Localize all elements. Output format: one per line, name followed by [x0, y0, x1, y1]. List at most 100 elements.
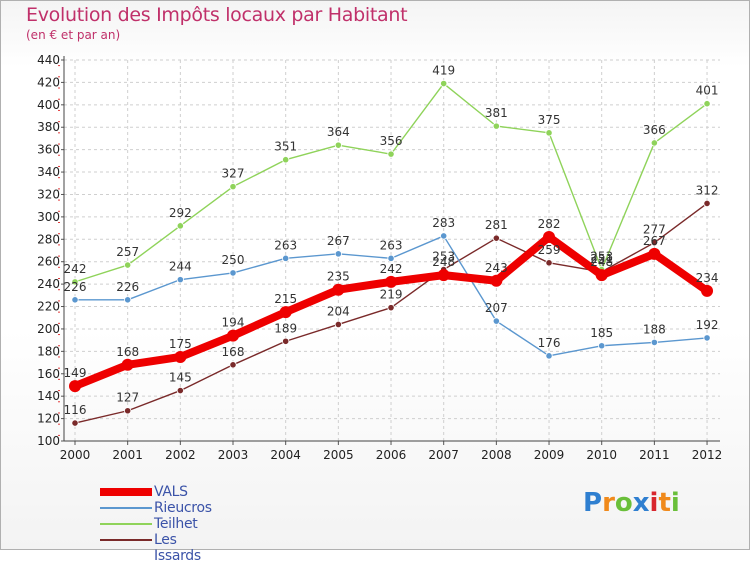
y-tick-label: 200	[37, 322, 60, 336]
data-label: 263	[274, 238, 297, 252]
x-tick-label: 2011	[639, 448, 670, 462]
y-tick-label: 220	[37, 300, 60, 314]
data-label: 219	[380, 288, 403, 302]
data-label: 364	[327, 125, 350, 139]
data-label: 327	[222, 167, 245, 181]
data-label: 366	[643, 123, 666, 137]
data-point	[598, 342, 606, 350]
legend-label-les-issards: Les Issards	[154, 532, 201, 564]
data-label: 312	[696, 183, 719, 197]
y-tick-labels: 100 120 140 160 180 200 220 240 260 280 300 320 340 3…	[37, 53, 60, 448]
data-point	[334, 250, 342, 258]
data-point	[387, 254, 395, 262]
data-point	[334, 141, 342, 149]
data-label: 242	[380, 262, 403, 276]
y-tick-label: 340	[37, 165, 60, 179]
data-point	[545, 129, 553, 137]
data-point	[176, 386, 184, 395]
data-label: 259	[538, 243, 561, 257]
data-label: 185	[590, 326, 613, 340]
data-label: 189	[274, 321, 297, 335]
data-label: 401	[696, 84, 719, 98]
data-label: 253	[590, 250, 613, 264]
data-label: 234	[696, 271, 719, 285]
gridlines	[64, 59, 720, 442]
y-tick-label: 240	[37, 277, 60, 291]
data-label: 283	[432, 216, 455, 230]
data-label: 145	[169, 371, 192, 385]
axes	[58, 56, 720, 445]
data-label: 263	[380, 238, 403, 252]
data-point	[490, 274, 503, 287]
data-point	[282, 254, 290, 262]
y-tick-label: 120	[37, 412, 60, 426]
data-label: 243	[485, 261, 508, 275]
data-label: 250	[222, 253, 245, 267]
data-label: 419	[432, 64, 455, 78]
data-label: 116	[64, 403, 87, 417]
y-tick-label: 100	[37, 434, 60, 448]
y-tick-label: 440	[37, 53, 60, 67]
data-point	[492, 122, 500, 130]
data-point	[71, 296, 79, 304]
legend-label-rieucros: Rieucros	[154, 500, 212, 516]
data-label: 253	[432, 250, 455, 264]
x-tick-label: 2000	[60, 448, 91, 462]
data-point	[545, 259, 553, 267]
y-tick-label: 400	[37, 98, 60, 112]
data-point	[229, 269, 237, 277]
y-tick-label: 280	[37, 232, 60, 246]
data-point	[282, 337, 290, 345]
data-label: 168	[222, 345, 245, 359]
data-label: 226	[64, 280, 87, 294]
data-point	[387, 304, 395, 312]
y-tick-label: 380	[37, 120, 60, 134]
data-point	[703, 100, 711, 108]
data-point	[334, 320, 342, 329]
data-label: 244	[169, 260, 192, 274]
data-point	[124, 296, 132, 304]
data-point	[227, 329, 240, 342]
data-label: 267	[643, 234, 666, 248]
legend-swatch-teilhet	[100, 523, 152, 525]
data-label: 175	[169, 337, 192, 351]
data-label: 192	[696, 318, 719, 332]
data-label: 207	[485, 301, 508, 315]
data-point	[69, 380, 81, 393]
y-tick-label: 180	[37, 344, 60, 358]
y-tick-label: 420	[37, 75, 60, 89]
data-label: 188	[643, 322, 666, 336]
data-label: 204	[327, 304, 350, 318]
data-labels: 149 168 175 194 215 235 242 248 243 282 248 267 234 2…	[64, 64, 719, 418]
legend-swatch-vals	[100, 488, 152, 496]
data-point	[71, 419, 79, 427]
data-label: 235	[327, 270, 350, 284]
data-point	[650, 239, 658, 247]
data-label: 277	[643, 223, 666, 237]
data-label: 282	[538, 217, 561, 231]
x-tick-label: 2002	[165, 448, 196, 462]
data-label: 127	[116, 391, 139, 405]
data-point	[492, 234, 500, 242]
line-chart: 100 120 140 160 180 200 220 240 260 280 300 320 340 3…	[37, 53, 722, 462]
data-point	[279, 306, 292, 319]
data-point	[332, 283, 345, 296]
chart-title: Evolution des Impôts locaux par Habitant	[26, 4, 408, 26]
legend-label-vals: VALS	[154, 484, 188, 500]
y-tick-label: 260	[37, 255, 60, 269]
data-point	[543, 231, 556, 244]
data-label: 215	[274, 292, 297, 306]
data-point	[701, 284, 714, 297]
data-label: 351	[274, 140, 297, 154]
x-tick-label: 2010	[586, 448, 617, 462]
data-point	[440, 232, 448, 240]
data-label: 381	[485, 106, 508, 120]
data-point	[124, 407, 132, 415]
x-tick-label: 2003	[218, 448, 249, 462]
data-label: 149	[64, 366, 87, 380]
y-tick-label: 360	[37, 143, 60, 157]
data-point	[387, 150, 395, 158]
data-point	[650, 338, 658, 346]
data-label: 168	[116, 345, 139, 359]
data-label: 248	[590, 255, 613, 269]
